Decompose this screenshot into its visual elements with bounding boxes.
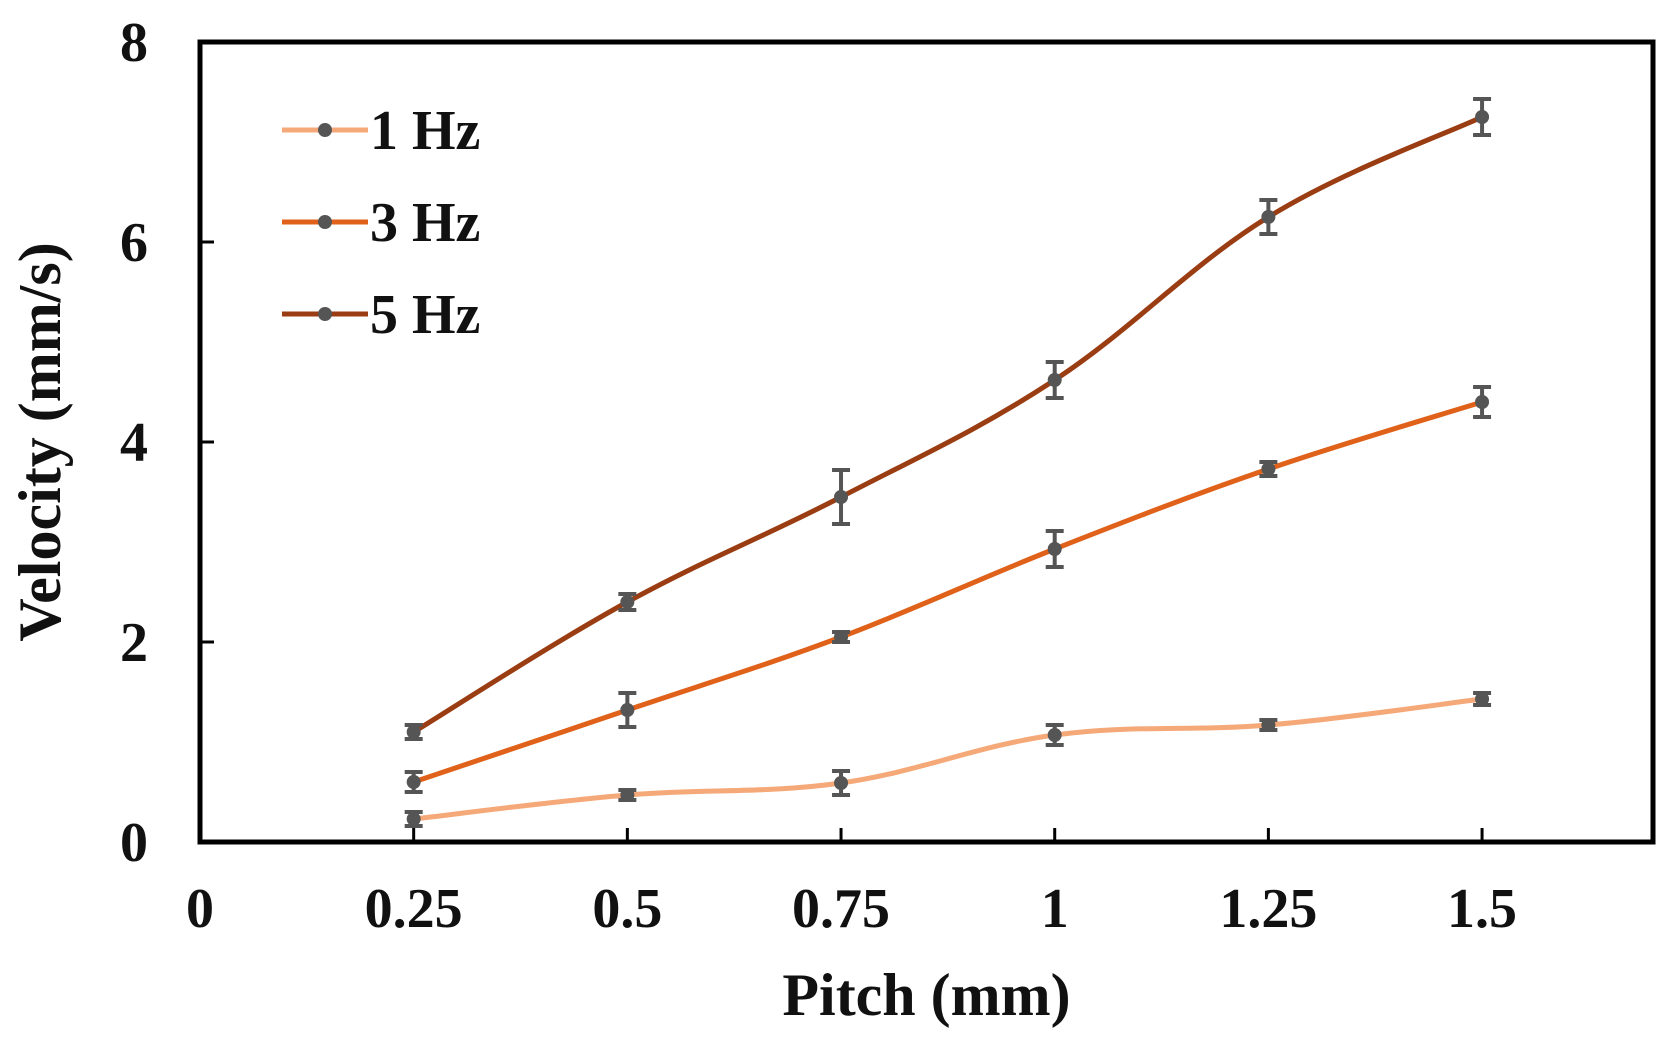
x-tick-label: 1 (1041, 878, 1069, 940)
data-point (1047, 728, 1062, 742)
data-point (620, 703, 635, 717)
x-axis-title: Pitch (mm) (782, 962, 1070, 1028)
data-point (1475, 692, 1490, 706)
y-tick-label: 8 (120, 12, 148, 74)
data-point (1261, 718, 1276, 732)
data-point (1047, 542, 1062, 556)
x-tick-label: 0.5 (592, 878, 662, 940)
axis-layer: 0 0.25 0.5 0.75 1 1.25 1.5 0 2 4 6 8 (120, 12, 1517, 940)
data-point (834, 490, 849, 504)
data-point (1475, 395, 1490, 409)
data-point (620, 788, 635, 802)
legend-label: 5 Hz (370, 284, 480, 346)
x-tick-label: 0 (186, 878, 214, 940)
x-tick-label: 0.25 (365, 878, 463, 940)
series-layer (404, 97, 1492, 828)
y-tick-label: 2 (120, 612, 148, 674)
x-tick-label: 1.25 (1219, 878, 1317, 940)
legend-marker (318, 215, 332, 229)
legend-item: 5 Hz (282, 284, 480, 346)
y-tick-label: 0 (120, 812, 148, 874)
series-line (412, 399, 1483, 785)
plot-frame (197, 39, 1656, 845)
legend-marker (318, 307, 332, 321)
data-point (620, 595, 635, 609)
x-tick-label: 0.75 (792, 878, 890, 940)
legend-label: 3 Hz (370, 192, 480, 254)
y-tick-label: 6 (120, 212, 148, 274)
data-point (1261, 210, 1276, 224)
legend-marker (318, 123, 332, 137)
series-3-hz (404, 385, 1492, 794)
data-point (1047, 373, 1062, 387)
series-line (413, 696, 1483, 822)
data-point (834, 776, 849, 790)
data-point (406, 812, 421, 826)
series-5-hz (404, 97, 1492, 741)
y-axis-title: Velocity (mm/s) (7, 242, 73, 641)
legend-item: 3 Hz (282, 192, 480, 254)
y-tick-label: 4 (120, 412, 148, 474)
x-tick-label: 1.5 (1447, 878, 1517, 940)
data-point (1475, 110, 1490, 124)
legend-label: 1 Hz (370, 100, 480, 162)
series-1-hz (404, 691, 1492, 828)
data-point (406, 775, 421, 789)
legend-item: 1 Hz (282, 100, 480, 162)
legend: 1 Hz 3 Hz 5 Hz (282, 100, 480, 346)
data-point (406, 725, 421, 739)
data-point (1261, 462, 1276, 476)
series-line (412, 114, 1484, 735)
data-point (834, 630, 849, 644)
